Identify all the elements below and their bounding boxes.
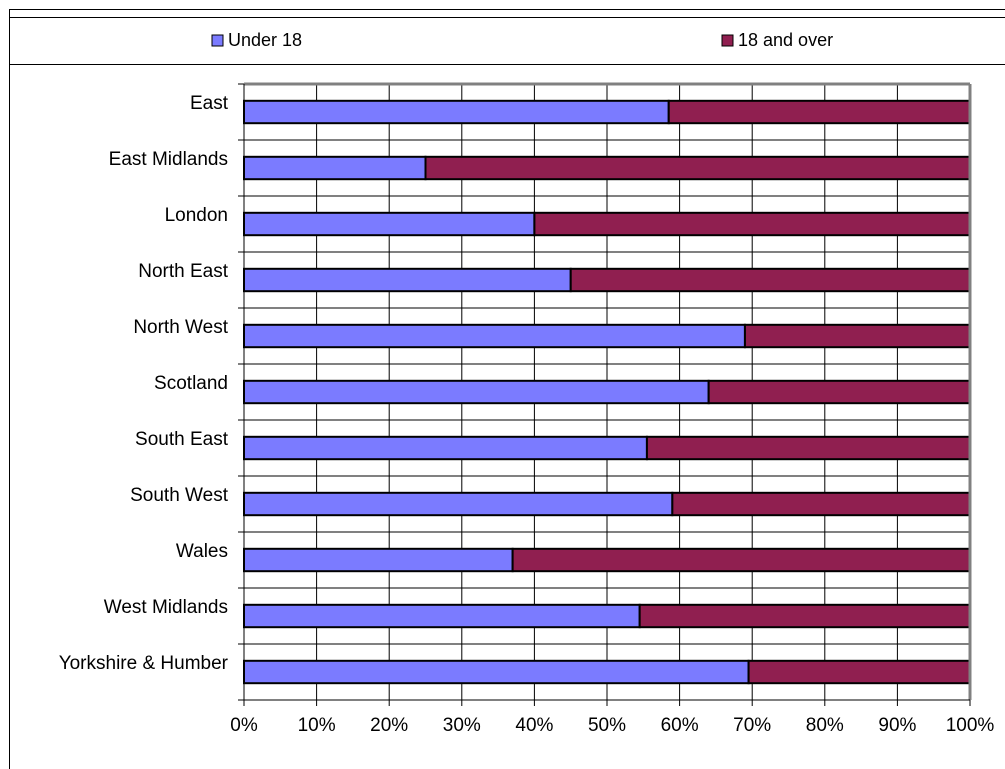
bar-south-west-under-18 xyxy=(243,491,674,517)
legend-swatch-18-and-over xyxy=(721,34,734,47)
y-tick-label: Scotland xyxy=(154,373,228,394)
bar-london-18-and-over xyxy=(533,211,972,237)
bar-west-midlands-18-and-over xyxy=(638,603,971,629)
y-tick-label: North East xyxy=(138,261,228,282)
y-tick-label: North West xyxy=(133,317,228,338)
x-tick-label: 20% xyxy=(370,715,408,736)
bar-north-east-under-18 xyxy=(243,267,572,293)
x-tick-label: 30% xyxy=(443,715,481,736)
x-tick-label: 50% xyxy=(588,715,626,736)
y-tick-label: South West xyxy=(130,485,229,506)
bar-east-18-and-over xyxy=(667,99,972,125)
bar-north-east-18-and-over xyxy=(569,267,971,293)
bar-scotland-under-18 xyxy=(243,379,710,405)
x-tick-label: 60% xyxy=(661,715,699,736)
x-tick-label: 70% xyxy=(733,715,771,736)
bars xyxy=(243,99,972,685)
y-tick-label: Yorkshire & Humber xyxy=(59,653,229,674)
bar-south-east-under-18 xyxy=(243,435,648,461)
bar-south-east-18-and-over xyxy=(645,435,971,461)
y-tick-label: South East xyxy=(135,429,229,450)
x-tick-label: 80% xyxy=(806,715,844,736)
legend-item-18-and-over: 18 and over xyxy=(721,30,833,50)
bar-east-midlands-under-18 xyxy=(243,155,427,181)
y-axis-ticks: East East Midlands London North East North W… xyxy=(59,83,244,701)
bar-south-west-18-and-over xyxy=(671,491,972,517)
x-tick-label: 40% xyxy=(515,715,553,736)
bar-east-under-18 xyxy=(243,99,670,125)
bar-yorkshire-and-humber-18-and-over xyxy=(747,659,971,685)
x-tick-label: 90% xyxy=(878,715,916,736)
bar-london-under-18 xyxy=(243,211,536,237)
bar-yorkshire-and-humber-under-18 xyxy=(243,659,750,685)
bar-wales-18-and-over xyxy=(511,547,971,573)
legend-item-under-18: Under 18 xyxy=(211,30,302,50)
x-tick-label: 0% xyxy=(230,715,258,736)
y-tick-label: East Midlands xyxy=(109,149,228,170)
y-tick-label: West Midlands xyxy=(104,597,228,618)
bar-wales-under-18 xyxy=(243,547,514,573)
legend: Under 18 18 and over xyxy=(211,30,833,50)
bar-north-west-18-and-over xyxy=(743,323,971,349)
bar-west-midlands-under-18 xyxy=(243,603,641,629)
x-tick-label: 10% xyxy=(298,715,336,736)
y-tick-label: London xyxy=(165,205,228,226)
legend-label-18-and-over: 18 and over xyxy=(738,30,833,50)
bar-scotland-18-and-over xyxy=(707,379,971,405)
bar-east-midlands-18-and-over xyxy=(424,155,971,181)
y-tick-label: Wales xyxy=(176,541,228,562)
x-axis-ticks: 0% 10% 20% 30% 40% 50% 60% 70% 80% 90% 100% xyxy=(230,700,994,736)
x-tick-label: 100% xyxy=(946,715,995,736)
bar-north-west-under-18 xyxy=(243,323,746,349)
y-tick-label: East xyxy=(190,93,229,114)
legend-label-under-18: Under 18 xyxy=(228,30,302,50)
legend-swatch-under-18 xyxy=(211,34,224,47)
